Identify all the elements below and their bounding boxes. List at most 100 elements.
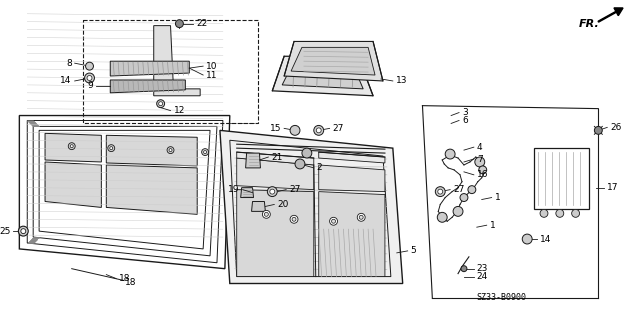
Text: 12: 12 <box>173 106 185 115</box>
Circle shape <box>359 215 363 219</box>
Text: 22: 22 <box>196 19 207 28</box>
Circle shape <box>475 157 485 167</box>
Text: 26: 26 <box>610 123 622 132</box>
Circle shape <box>264 212 269 216</box>
Circle shape <box>167 147 174 154</box>
Text: 24: 24 <box>477 272 488 281</box>
Circle shape <box>202 148 208 156</box>
Circle shape <box>540 209 548 217</box>
Polygon shape <box>106 135 197 166</box>
Text: 11: 11 <box>206 70 218 80</box>
Polygon shape <box>245 153 260 168</box>
Circle shape <box>18 226 28 236</box>
Circle shape <box>87 76 92 80</box>
Text: 6: 6 <box>462 116 468 125</box>
Circle shape <box>86 62 93 70</box>
Polygon shape <box>319 152 385 163</box>
Circle shape <box>169 148 172 152</box>
Circle shape <box>594 126 602 134</box>
Circle shape <box>203 151 207 154</box>
Circle shape <box>292 217 296 221</box>
Polygon shape <box>291 47 375 75</box>
Circle shape <box>438 212 447 222</box>
Circle shape <box>295 159 305 169</box>
Circle shape <box>330 217 337 225</box>
Circle shape <box>314 125 324 135</box>
Text: 17: 17 <box>607 183 618 192</box>
Circle shape <box>453 206 463 216</box>
Text: 5: 5 <box>411 246 416 255</box>
Text: 2: 2 <box>317 164 322 172</box>
Circle shape <box>85 73 95 83</box>
Polygon shape <box>240 188 254 197</box>
Text: 18: 18 <box>125 277 136 287</box>
Text: 20: 20 <box>277 200 289 209</box>
Circle shape <box>438 189 443 194</box>
Text: 27: 27 <box>332 124 344 133</box>
Polygon shape <box>237 190 314 276</box>
Text: 16: 16 <box>477 170 488 179</box>
Text: 1: 1 <box>490 221 495 230</box>
FancyArrow shape <box>598 8 623 22</box>
Text: 25: 25 <box>0 227 11 236</box>
Circle shape <box>70 145 73 148</box>
Circle shape <box>158 102 163 106</box>
Text: 8: 8 <box>66 59 72 68</box>
Polygon shape <box>106 165 197 214</box>
Polygon shape <box>154 26 200 96</box>
Polygon shape <box>45 162 101 207</box>
Circle shape <box>175 20 183 28</box>
Circle shape <box>262 210 270 218</box>
Polygon shape <box>284 41 383 81</box>
Circle shape <box>110 147 113 150</box>
Circle shape <box>270 189 275 194</box>
Text: 18: 18 <box>119 274 131 283</box>
Circle shape <box>21 229 26 234</box>
Polygon shape <box>110 61 189 76</box>
Circle shape <box>68 143 75 150</box>
Circle shape <box>156 100 165 108</box>
Text: 3: 3 <box>462 108 468 117</box>
Text: 23: 23 <box>477 264 488 273</box>
Circle shape <box>556 209 564 217</box>
Polygon shape <box>45 133 101 162</box>
Polygon shape <box>272 56 373 96</box>
Circle shape <box>572 209 580 217</box>
Circle shape <box>290 125 300 135</box>
Circle shape <box>316 128 321 133</box>
Circle shape <box>479 166 486 174</box>
Text: 15: 15 <box>270 124 281 133</box>
Circle shape <box>435 187 445 196</box>
Polygon shape <box>110 80 185 93</box>
Text: 10: 10 <box>206 62 218 71</box>
Polygon shape <box>282 61 363 89</box>
Circle shape <box>332 219 336 223</box>
Polygon shape <box>237 158 314 190</box>
Text: 9: 9 <box>88 81 93 90</box>
Text: 19: 19 <box>228 185 240 194</box>
Text: 27: 27 <box>289 185 300 194</box>
Circle shape <box>290 215 298 223</box>
Circle shape <box>461 266 467 272</box>
Circle shape <box>357 213 365 221</box>
Text: SZ33-B0900: SZ33-B0900 <box>477 293 527 302</box>
Bar <box>83 20 259 124</box>
Circle shape <box>522 234 532 244</box>
Polygon shape <box>237 152 314 165</box>
Text: 4: 4 <box>477 143 483 152</box>
Text: 13: 13 <box>396 76 408 85</box>
Bar <box>534 148 590 209</box>
Circle shape <box>267 187 277 196</box>
Circle shape <box>468 186 476 194</box>
Text: 14: 14 <box>60 76 72 85</box>
Polygon shape <box>220 130 403 284</box>
Circle shape <box>445 149 455 159</box>
Circle shape <box>460 194 468 202</box>
Text: 1: 1 <box>495 193 500 202</box>
Polygon shape <box>319 165 385 192</box>
Circle shape <box>302 148 312 158</box>
Text: 7: 7 <box>477 155 483 164</box>
Text: 21: 21 <box>271 153 283 162</box>
Text: FR.: FR. <box>578 19 599 29</box>
Circle shape <box>108 145 115 152</box>
